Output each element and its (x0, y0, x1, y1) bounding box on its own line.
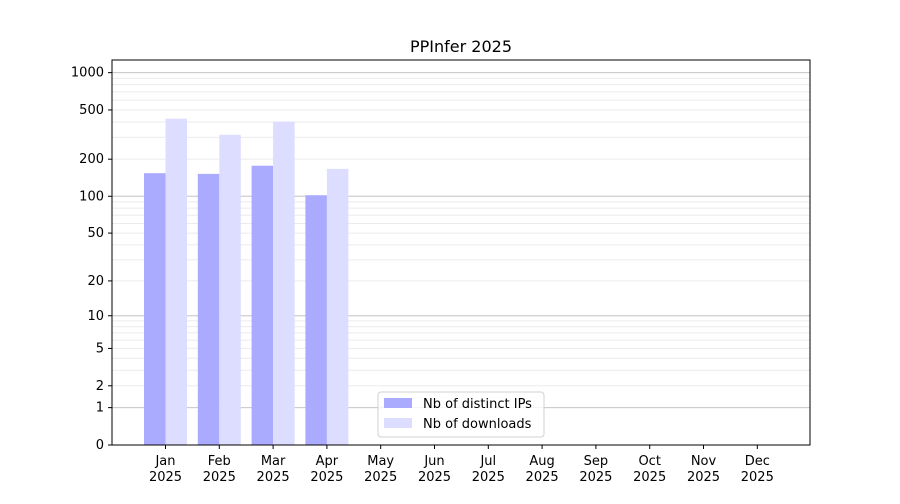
x-tick-label: Feb (208, 454, 231, 469)
chart-title: PPInfer 2025 (410, 37, 512, 56)
y-tick-label: 10 (87, 309, 104, 324)
x-tick-label: Mar (261, 454, 286, 469)
y-tick-label: 50 (87, 226, 104, 241)
bar-downloads-0 (165, 118, 187, 445)
y-tick-label: 1 (96, 401, 104, 416)
y-tick-label: 1000 (71, 66, 104, 81)
x-tick-label: 2025 (203, 470, 236, 485)
x-tick-label: 2025 (579, 470, 612, 485)
y-tick-label: 200 (79, 152, 104, 167)
x-tick-label: Apr (316, 454, 339, 469)
x-tick-label: 2025 (364, 470, 397, 485)
x-tick-label: 2025 (741, 470, 774, 485)
legend: Nb of distinct IPs Nb of downloads (377, 391, 545, 438)
x-tick-label: Aug (529, 454, 554, 469)
x-tick-label: Jul (479, 454, 496, 469)
bar-downloads-2 (273, 121, 295, 445)
y-tick-label: 0 (96, 438, 104, 453)
bar-distinct-ips-2 (251, 165, 274, 445)
legend-swatch (384, 418, 412, 428)
x-tick-label: Oct (638, 454, 660, 469)
legend-label: Nb of distinct IPs (423, 397, 532, 412)
x-tick-label: Nov (691, 454, 717, 469)
axes-frame (111, 59, 811, 446)
x-tick-label: 2025 (633, 470, 666, 485)
bar-distinct-ips-3 (305, 195, 327, 445)
x-tick-label: 2025 (526, 470, 559, 485)
legend-label: Nb of downloads (423, 417, 532, 432)
x-tick-label: 2025 (310, 470, 343, 485)
x-tick-label: 2025 (472, 470, 505, 485)
x-tick-label: Dec (745, 454, 770, 469)
x-tick-label: 2025 (687, 470, 720, 485)
legend-swatch (384, 398, 412, 408)
x-tick-label: Sep (584, 454, 609, 469)
x-tick-label: 2025 (149, 470, 182, 485)
y-tick-label: 20 (87, 274, 104, 289)
bar-downloads-3 (326, 168, 349, 445)
bar-downloads-1 (219, 134, 241, 446)
x-tick-label: 2025 (257, 470, 290, 485)
y-tick-label: 500 (79, 103, 104, 118)
bar-distinct-ips-0 (144, 173, 166, 445)
y-tick-label: 5 (96, 341, 104, 356)
x-tick-label: 2025 (418, 470, 451, 485)
x-tick-label: May (367, 454, 394, 469)
x-tick-label: Jun (423, 454, 444, 469)
x-tick-label: Jan (154, 454, 175, 469)
legend-box (377, 391, 545, 438)
y-tick-label: 2 (96, 379, 104, 394)
bar-distinct-ips-1 (197, 173, 220, 445)
y-tick-label: 100 (79, 189, 104, 204)
